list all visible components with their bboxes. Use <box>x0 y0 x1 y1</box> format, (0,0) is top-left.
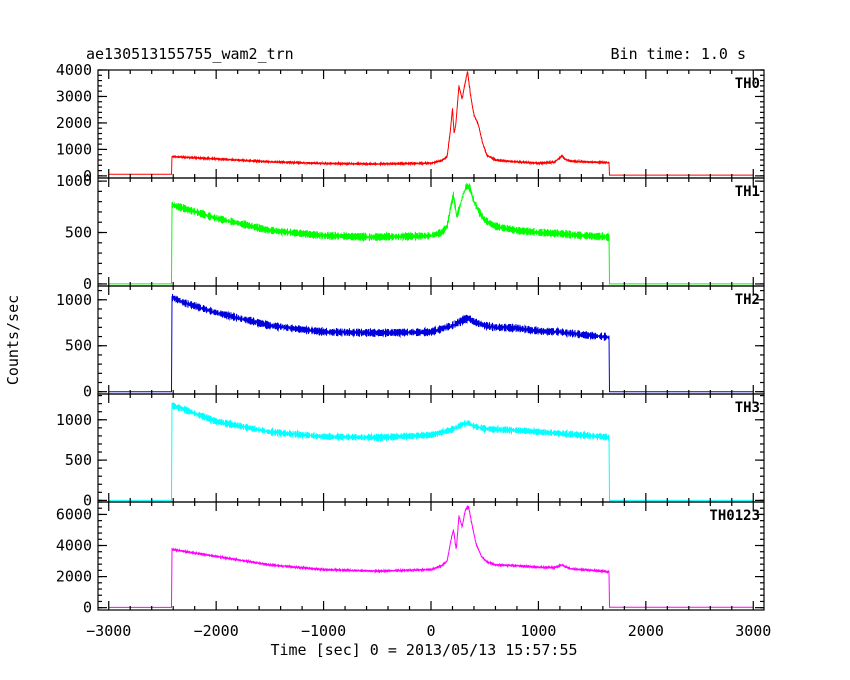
x-tick-label: 1000 <box>520 622 556 640</box>
y-tick-label: 1000 <box>56 291 92 309</box>
y-tick-label: 1000 <box>56 140 92 158</box>
y-tick-label: 0 <box>83 275 92 293</box>
y-tick-label: 6000 <box>56 505 92 523</box>
panel-label: TH2 <box>735 292 760 308</box>
panel-label: TH3 <box>735 400 760 416</box>
y-tick-label: 4000 <box>56 537 92 555</box>
y-axis-label: Counts/sec <box>4 295 22 385</box>
x-tick-label: 3000 <box>735 622 771 640</box>
panel-frame <box>97 501 765 611</box>
series-line-th1 <box>109 182 753 285</box>
panel-th0: 0 1000 2000 3000 4000 TH0 <box>56 61 765 185</box>
y-tick-label: 3000 <box>56 87 92 105</box>
y-tick-label: 0 <box>83 599 92 617</box>
panel-label: TH0123 <box>709 508 760 524</box>
y-tick-label: 0 <box>83 167 92 185</box>
x-axis-label: Time [sec] 0 = 2013/05/13 15:57:55 <box>270 641 577 659</box>
x-tick-label: −3000 <box>86 622 131 640</box>
x-tick-label: 0 <box>426 622 435 640</box>
x-tick-label: −1000 <box>301 622 346 640</box>
y-tick-label: 4000 <box>56 61 92 79</box>
y-tick-label: 2000 <box>56 568 92 586</box>
y-tick-label: 500 <box>65 337 92 355</box>
y-tick-label: 1000 <box>56 411 92 429</box>
x-tick-label: 2000 <box>628 622 664 640</box>
y-tick-label: 500 <box>65 451 92 469</box>
panel-frame <box>97 177 765 287</box>
series-line-th3 <box>109 402 753 501</box>
panel-th0123: 0 2000 4000 6000 TH0123 <box>56 501 765 617</box>
y-tick-label: 0 <box>83 491 92 509</box>
x-axis-ticks: −3000 −2000 −1000 0 1000 2000 3000 <box>86 622 771 640</box>
panel-frame <box>97 393 765 503</box>
series-line-th0123 <box>109 505 753 608</box>
y-tick-label: 500 <box>65 224 92 242</box>
series-line-th2 <box>109 293 753 393</box>
series-line-th0 <box>109 71 753 176</box>
x-tick-label: −2000 <box>194 622 239 640</box>
y-tick-label: 0 <box>83 383 92 401</box>
panel-label: TH0 <box>735 76 760 92</box>
bin-time-label: Bin time: 1.0 s <box>611 45 746 63</box>
panel-th1: 0 500 1000 TH1 <box>56 172 765 293</box>
panel-frame <box>97 285 765 395</box>
y-tick-label: 2000 <box>56 114 92 132</box>
panel-th3: 0 500 1000 TH3 <box>56 393 765 509</box>
panel-th2: 0 500 1000 TH2 <box>56 285 765 401</box>
y-tick-label: 1000 <box>56 172 92 190</box>
chart-title: ae130513155755_wam2_trn <box>86 45 294 63</box>
panel-frame <box>97 69 765 179</box>
panel-label: TH1 <box>735 184 760 200</box>
